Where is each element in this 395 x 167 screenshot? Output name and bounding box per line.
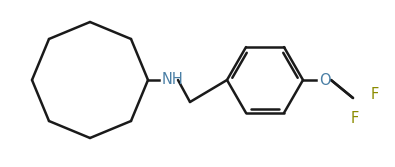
Text: F: F bbox=[351, 111, 359, 125]
Text: O: O bbox=[319, 72, 331, 88]
Text: NH: NH bbox=[162, 72, 184, 88]
Text: F: F bbox=[371, 87, 379, 102]
